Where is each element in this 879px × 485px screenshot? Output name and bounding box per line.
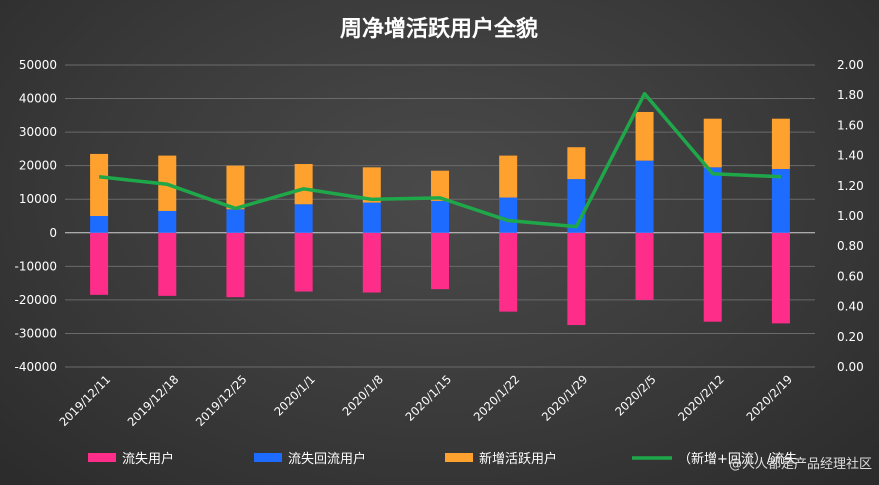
left-axis-ticks: -40000 -30000 -20000 -10000 0 10000 20000 30000… bbox=[14, 58, 57, 374]
bar-returned-users bbox=[431, 200, 449, 233]
bar-lost-users bbox=[362, 232, 381, 293]
right-tick-label: 1.20 bbox=[837, 179, 864, 193]
bar-new-active-users bbox=[226, 165, 245, 210]
bar-new-active-users bbox=[294, 163, 313, 205]
bar-returned-users bbox=[294, 204, 313, 233]
bar-lost-users bbox=[635, 232, 654, 300]
right-tick-label: 0.80 bbox=[837, 239, 864, 253]
left-tick-label: 40000 bbox=[19, 92, 57, 106]
bars bbox=[90, 111, 790, 326]
x-tick-label: 2020/2/12 bbox=[675, 372, 727, 424]
left-tick-label: 30000 bbox=[19, 125, 57, 139]
bar-returned-users bbox=[771, 169, 790, 233]
x-tick-label: 2020/1/8 bbox=[340, 372, 386, 418]
bar-new-active-users bbox=[567, 147, 586, 180]
right-tick-label: 1.40 bbox=[837, 149, 864, 163]
ratio-line-path bbox=[98, 91, 781, 229]
right-tick-label: 1.80 bbox=[837, 88, 864, 102]
bar-lost-users bbox=[90, 232, 109, 295]
bar-new-active-users bbox=[703, 118, 722, 168]
bar-lost-users bbox=[226, 232, 245, 298]
right-tick-label: 0.60 bbox=[837, 269, 864, 283]
bar-lost-users bbox=[771, 232, 790, 324]
bar-returned-users bbox=[362, 202, 381, 233]
left-tick-label: -30000 bbox=[14, 326, 57, 340]
bar-returned-users bbox=[158, 210, 177, 233]
bar-returned-users bbox=[703, 167, 722, 233]
left-tick-label: -20000 bbox=[14, 293, 57, 307]
bar-new-active-users bbox=[635, 111, 654, 161]
left-tick-label: -40000 bbox=[14, 360, 57, 374]
legend-label: 新增活跃用户 bbox=[479, 451, 557, 467]
left-tick-label: 0 bbox=[49, 226, 57, 240]
bar-new-active-users bbox=[499, 155, 518, 198]
x-tick-label: 2019/12/25 bbox=[193, 372, 250, 429]
bar-returned-users bbox=[90, 216, 109, 233]
bar-new-active-users bbox=[771, 118, 790, 170]
right-tick-label: 0.00 bbox=[837, 360, 864, 374]
x-tick-label: 2020/1/15 bbox=[403, 372, 455, 424]
left-tick-label: 50000 bbox=[19, 58, 57, 72]
legend-swatch bbox=[254, 453, 282, 462]
right-tick-label: 0.20 bbox=[837, 330, 864, 344]
right-axis-ticks: 0.00 0.20 0.40 0.60 0.80 1.00 1.20 1.40 1.60 1.80… bbox=[837, 58, 864, 374]
right-tick-label: 1.60 bbox=[837, 118, 864, 132]
bar-new-active-users bbox=[431, 170, 449, 201]
legend-label: 流失用户 bbox=[122, 451, 174, 467]
bar-returned-users bbox=[499, 197, 518, 233]
left-tick-label: 10000 bbox=[19, 192, 57, 206]
bar-new-active-users bbox=[362, 167, 381, 203]
x-tick-label: 2020/1/22 bbox=[471, 372, 523, 424]
ratio-line bbox=[98, 91, 781, 229]
x-axis-ticks: 2019/12/11 2019/12/18 2019/12/25 2020/1/1 20… bbox=[56, 372, 795, 429]
right-tick-label: 1.00 bbox=[837, 209, 864, 223]
left-tick-label: -10000 bbox=[14, 259, 57, 273]
bar-new-active-users bbox=[90, 153, 109, 216]
bar-lost-users bbox=[158, 232, 177, 296]
bar-lost-users bbox=[567, 232, 586, 326]
bar-returned-users bbox=[635, 160, 654, 233]
x-tick-label: 2019/12/18 bbox=[125, 372, 182, 429]
chart-title: 周净增活跃用户全貌 bbox=[340, 16, 538, 42]
bar-lost-users bbox=[431, 232, 449, 290]
legend-swatch bbox=[88, 453, 116, 462]
watermark-text: @人人都是产品经理社区 bbox=[729, 456, 872, 472]
legend-label: （新增+回流）/流失 bbox=[678, 451, 797, 467]
right-tick-label: 2.00 bbox=[837, 58, 864, 72]
left-tick-label: 20000 bbox=[19, 159, 57, 173]
bar-returned-users bbox=[226, 209, 245, 233]
legend: 流失用户 流失回流用户 新增活跃用户 （新增+回流）/流失 bbox=[88, 451, 797, 467]
x-tick-label: 2020/1/1 bbox=[271, 372, 317, 418]
x-tick-label: 2020/2/5 bbox=[612, 372, 658, 418]
legend-label: 流失回流用户 bbox=[288, 451, 366, 467]
legend-swatch bbox=[445, 453, 473, 462]
x-tick-label: 2020/2/19 bbox=[743, 372, 795, 424]
bar-lost-users bbox=[703, 232, 722, 322]
bar-lost-users bbox=[499, 232, 518, 312]
bar-lost-users bbox=[294, 232, 313, 292]
x-tick-label: 2020/1/29 bbox=[539, 372, 591, 424]
x-tick-label: 2019/12/11 bbox=[56, 372, 113, 429]
right-tick-label: 0.40 bbox=[837, 300, 864, 314]
